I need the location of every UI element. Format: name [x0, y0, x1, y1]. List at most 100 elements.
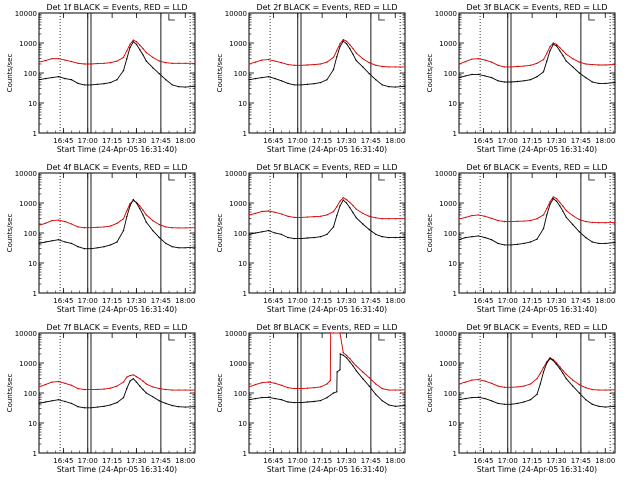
y-tick-label: 1000	[229, 200, 247, 208]
lld-series-line-point	[142, 47, 144, 50]
y-tick-label: 1000	[19, 360, 37, 368]
lld-series-line-point	[287, 63, 289, 66]
events-series-line-point	[598, 405, 600, 407]
events-series-line-point	[132, 378, 134, 380]
y-tick-label: 1000	[439, 200, 457, 208]
lld-series-line-point	[194, 389, 196, 391]
events-series-line-point	[490, 76, 493, 79]
plot-frame	[38, 12, 196, 134]
lld-series-line-point	[332, 332, 335, 334]
events-series-line-point	[490, 239, 493, 241]
lld-series-line-point	[572, 58, 574, 60]
bracket-mark	[378, 14, 385, 21]
y-tick-label: 10000	[225, 10, 247, 18]
events-series-line-point	[142, 54, 144, 56]
events-series-line-point	[529, 79, 532, 81]
events-series-line-point	[332, 68, 335, 71]
events-series-line-point	[484, 75, 486, 77]
lld-series-line-point	[352, 361, 354, 364]
panel-9: Det 9f BLACK = Events, RED = LLD 1 10 100 10…	[426, 323, 616, 474]
events-series-line-point	[598, 82, 600, 85]
x-tick-label: 17:30	[336, 297, 356, 305]
lld-series-line-point	[139, 378, 141, 380]
events-series-line	[248, 353, 406, 407]
lld-series-line-point	[542, 214, 545, 216]
events-series-line-point	[578, 231, 580, 233]
lld-series-line-point	[116, 222, 118, 224]
events-series-line-point	[152, 396, 154, 398]
events-series-line-point	[51, 240, 53, 242]
y-axis-label: Counts/sec	[216, 54, 224, 93]
lld-series-line-point	[388, 389, 390, 391]
lld-series-line-point	[142, 209, 144, 211]
events-series-line-point	[404, 85, 406, 88]
events-series-line-point	[375, 233, 377, 236]
lld-series-line-point	[51, 381, 53, 383]
lld-series-line-point	[158, 223, 160, 226]
panel-8: Det 8f BLACK = Events, RED = LLD 1 10 100 10…	[216, 323, 406, 474]
events-series-line-point	[559, 367, 561, 370]
y-tick-label: 1000	[19, 40, 37, 48]
lld-series-line-point	[614, 221, 616, 224]
events-series-line-point	[64, 77, 66, 80]
events-series-line-point	[70, 402, 73, 405]
events-series-line-point	[458, 76, 460, 79]
lld-series-line-point	[523, 385, 525, 387]
lld-series-line-point	[375, 64, 377, 67]
lld-series-line-point	[339, 200, 341, 202]
lld-series-line-point	[559, 366, 561, 368]
lld-series-line-point	[44, 383, 47, 386]
lld-series-line-point	[591, 221, 593, 224]
events-series-line-point	[349, 361, 351, 363]
events-series-line-point	[598, 242, 600, 245]
events-series-line-point	[523, 242, 525, 245]
lld-series-line-point	[336, 206, 338, 208]
x-tick-label: 18:00	[385, 457, 405, 465]
y-tick-label: 10	[448, 100, 457, 108]
events-series-line-point	[549, 203, 551, 206]
lld-series-line-point	[394, 389, 396, 391]
lld-series-line-point	[559, 201, 561, 204]
lld-series-line-point	[342, 38, 344, 41]
y-tick-label: 10	[238, 100, 247, 108]
lld-series-line-point	[306, 387, 309, 389]
events-series-line-point	[542, 71, 545, 73]
lld-series-line-point	[135, 41, 138, 43]
lld-series-line-point	[116, 60, 118, 62]
y-axis-label: Counts/sec	[6, 374, 14, 413]
lld-series-line	[458, 357, 616, 391]
lld-series-line-point	[77, 62, 79, 64]
y-tick-label: 1000	[439, 40, 457, 48]
lld-series-line-point	[388, 66, 390, 68]
plot-frame	[248, 12, 406, 134]
plot-frame	[38, 332, 196, 454]
lld-series-line-point	[329, 379, 331, 382]
x-axis-label: Start Time (24-Apr-05 16:31:40)	[267, 465, 387, 474]
lld-series-line-point	[293, 387, 296, 390]
events-series-line-point	[132, 198, 134, 201]
lld-series-line-point	[578, 383, 580, 386]
events-series-line-point	[64, 241, 66, 243]
lld-series-line-point	[57, 58, 60, 60]
lld-series-line-point	[591, 63, 593, 66]
lld-series-line-point	[122, 381, 125, 383]
x-tick-label: 17:30	[126, 297, 146, 305]
lld-series-line-point	[614, 63, 616, 66]
events-series-line-point	[152, 67, 154, 69]
events-series-line-point	[83, 407, 86, 409]
lld-series-line-point	[368, 377, 370, 379]
events-series-line-point	[254, 232, 257, 234]
events-series-line-point	[132, 41, 134, 43]
lld-series-line-point	[523, 65, 525, 67]
y-tick-label: 10000	[225, 330, 247, 338]
lld-series-line-point	[109, 387, 112, 389]
events-series-line-point	[536, 393, 538, 396]
events-series-line-point	[287, 401, 289, 403]
lld-series-line-point	[158, 387, 160, 390]
bracket-mark	[168, 14, 175, 21]
events-series-line-point	[139, 385, 141, 387]
lld-series-line-point	[293, 216, 296, 219]
lld-series-line-point	[96, 62, 99, 65]
events-series-line-point	[90, 84, 92, 86]
lld-series-line-point	[145, 214, 147, 216]
